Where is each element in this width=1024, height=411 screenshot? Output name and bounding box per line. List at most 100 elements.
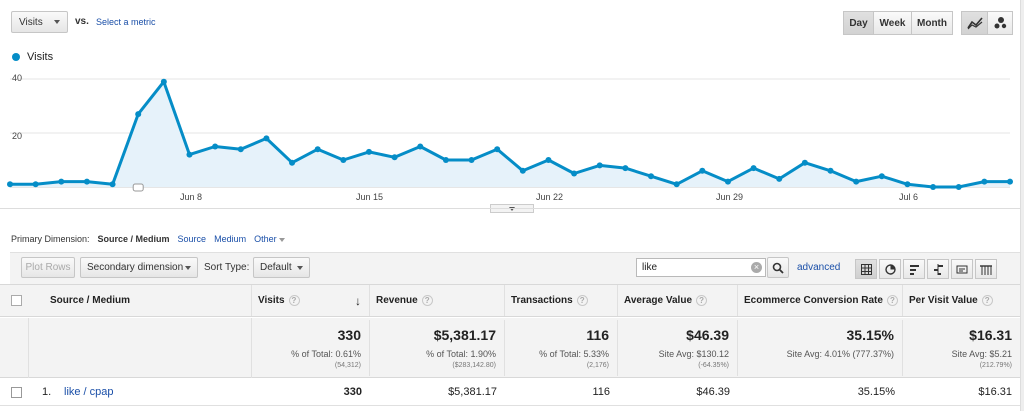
data-point[interactable] — [776, 175, 783, 182]
header-average-value[interactable]: Average Value? — [618, 285, 738, 316]
total-site-value: (54,312) — [334, 362, 361, 369]
data-point[interactable] — [622, 165, 629, 172]
data-point[interactable] — [596, 162, 603, 169]
bubbles-icon — [994, 17, 1007, 29]
dimension-source-link[interactable]: Source — [177, 234, 207, 244]
data-point[interactable] — [212, 143, 219, 150]
data-point[interactable] — [545, 157, 552, 163]
sort-type-dropdown[interactable]: Default — [253, 257, 310, 278]
select-all-checkbox[interactable] — [11, 295, 22, 306]
header-conversion-rate[interactable]: Ecommerce Conversion Rate? — [738, 285, 903, 316]
help-icon[interactable]: ? — [421, 295, 433, 306]
table-view-button[interactable] — [855, 259, 877, 279]
data-point[interactable] — [365, 148, 372, 155]
metric-dropdown-label: Visits — [19, 16, 43, 28]
pivot-view-button[interactable] — [975, 259, 997, 279]
data-point[interactable] — [724, 178, 731, 185]
header-source-medium[interactable]: Source / Medium — [28, 285, 252, 316]
header-transactions[interactable]: Transactions? — [505, 285, 618, 316]
data-point[interactable] — [391, 154, 398, 161]
help-icon[interactable]: ? — [576, 295, 588, 306]
header-per-visit-value[interactable]: Per Visit Value? — [903, 285, 1020, 316]
dimension-medium-link[interactable]: Medium — [214, 234, 247, 244]
data-point[interactable] — [160, 78, 167, 85]
data-point[interactable] — [289, 159, 296, 166]
chevron-down-icon — [54, 20, 60, 24]
data-point[interactable] — [468, 157, 475, 163]
motion-chart-toggle[interactable] — [987, 11, 1013, 35]
primary-dimension-active: Source / Medium — [97, 234, 170, 244]
data-point[interactable] — [930, 184, 937, 190]
data-point[interactable] — [1007, 178, 1013, 185]
data-point[interactable] — [750, 165, 757, 172]
data-point[interactable] — [853, 178, 860, 185]
data-point[interactable] — [827, 167, 834, 174]
performance-view-button[interactable] — [903, 259, 925, 279]
data-point[interactable] — [955, 184, 962, 190]
visits-chart — [7, 78, 1013, 192]
clear-search-icon[interactable]: × — [751, 262, 762, 273]
line-chart-toggle[interactable] — [961, 11, 988, 35]
metric-dropdown[interactable]: Visits — [11, 11, 68, 33]
row-checkbox[interactable] — [11, 387, 22, 398]
sort-type-value: Default — [260, 262, 292, 273]
day-button[interactable]: Day — [843, 11, 874, 35]
search-button[interactable] — [767, 257, 789, 278]
month-button[interactable]: Month — [911, 11, 953, 35]
data-point[interactable] — [494, 146, 501, 153]
data-point[interactable] — [263, 135, 270, 142]
data-point[interactable] — [237, 146, 244, 153]
help-icon[interactable]: ? — [886, 295, 898, 306]
header-visits[interactable]: Visits? ↓ — [252, 285, 370, 316]
row-average-value: $46.39 — [696, 386, 730, 398]
header-label: Transactions — [511, 295, 573, 306]
data-point[interactable] — [83, 178, 90, 185]
data-point[interactable] — [801, 159, 808, 166]
total-average-value: $46.39 Site Avg: $130.12 (-64.35%) — [618, 320, 738, 376]
data-point[interactable] — [519, 167, 526, 174]
data-point[interactable] — [417, 143, 424, 150]
vs-label: vs. — [75, 16, 89, 27]
data-point[interactable] — [186, 151, 193, 158]
pie-view-button[interactable] — [879, 259, 901, 279]
secondary-dimension-dropdown[interactable]: Secondary dimension — [80, 257, 198, 278]
data-point[interactable] — [571, 170, 578, 177]
data-point[interactable] — [878, 173, 885, 180]
data-point[interactable] — [58, 178, 65, 185]
search-input[interactable]: like — [636, 258, 766, 277]
total-revenue: $5,381.17 % of Total: 1.90% ($283,142.80… — [370, 320, 505, 376]
term-cloud-icon — [956, 265, 968, 273]
divider — [0, 208, 1020, 209]
sort-type-label: Sort Type: — [204, 262, 250, 273]
header-revenue[interactable]: Revenue? — [370, 285, 505, 316]
data-point[interactable] — [648, 173, 655, 180]
series-line — [10, 80, 1010, 189]
data-point[interactable] — [904, 181, 911, 188]
data-point[interactable] — [981, 178, 988, 185]
annotation-marker[interactable] — [132, 183, 144, 192]
data-point[interactable] — [340, 157, 347, 163]
select-metric-link[interactable]: Select a metric — [96, 17, 156, 27]
data-point[interactable] — [7, 181, 13, 188]
x-tick-label: Jun 29 — [716, 192, 744, 202]
help-icon[interactable]: ? — [981, 295, 993, 306]
row-source-link[interactable]: like / cpap — [64, 386, 114, 398]
term-cloud-view-button[interactable] — [951, 259, 973, 279]
advanced-filter-link[interactable]: advanced — [797, 262, 841, 273]
data-point[interactable] — [673, 181, 680, 188]
total-site-avg: Site Avg: $130.12 — [658, 349, 729, 359]
plot-rows-button[interactable]: Plot Rows — [21, 257, 75, 278]
data-point[interactable] — [442, 157, 449, 163]
data-point[interactable] — [699, 167, 706, 174]
comparison-view-button[interactable] — [927, 259, 949, 279]
week-button[interactable]: Week — [873, 11, 912, 35]
data-point[interactable] — [135, 111, 142, 118]
data-point[interactable] — [314, 146, 321, 153]
help-icon[interactable]: ? — [696, 295, 708, 306]
legend-swatch — [12, 53, 20, 61]
data-point[interactable] — [32, 181, 39, 188]
data-point[interactable] — [109, 181, 116, 188]
help-icon[interactable]: ? — [288, 295, 300, 306]
dimension-other-link[interactable]: Other — [254, 234, 286, 244]
total-site-delta: (-64.35%) — [698, 362, 729, 369]
